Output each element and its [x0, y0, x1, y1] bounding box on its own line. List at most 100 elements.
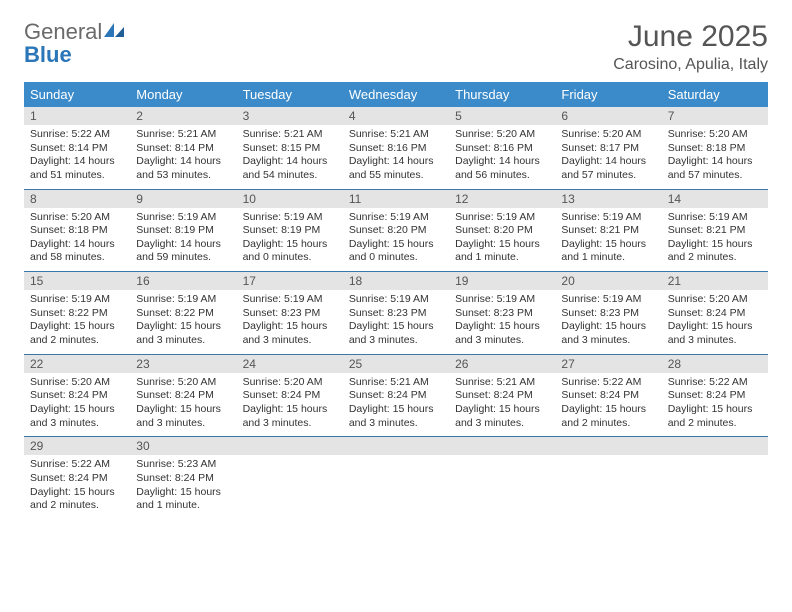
sunset-value: 8:24 PM [706, 389, 745, 401]
day-number [237, 437, 343, 455]
location: Carosino, Apulia, Italy [613, 56, 768, 74]
day-details: Sunrise: 5:19 AMSunset: 8:23 PMDaylight:… [343, 290, 449, 354]
sunset-line: Sunset: 8:19 PM [243, 224, 337, 238]
sunrise-label: Sunrise: [349, 211, 390, 223]
sunset-label: Sunset: [455, 224, 494, 236]
sunrise-label: Sunrise: [136, 128, 177, 140]
sunrise-line: Sunrise: 5:19 AM [30, 293, 124, 307]
sunrise-value: 5:19 AM [284, 293, 323, 305]
sunset-value: 8:20 PM [494, 224, 533, 236]
sunset-value: 8:23 PM [600, 307, 639, 319]
day-number [449, 437, 555, 455]
daylight-line: Daylight: 15 hours and 3 minutes. [136, 403, 230, 430]
day-details: Sunrise: 5:20 AMSunset: 8:16 PMDaylight:… [449, 125, 555, 189]
day-details: Sunrise: 5:20 AMSunset: 8:24 PMDaylight:… [130, 373, 236, 437]
sunrise-label: Sunrise: [561, 128, 602, 140]
calendar-day: 8Sunrise: 5:20 AMSunset: 8:18 PMDaylight… [24, 190, 130, 272]
day-details: Sunrise: 5:19 AMSunset: 8:23 PMDaylight:… [555, 290, 661, 354]
daylight-line: Daylight: 14 hours and 59 minutes. [136, 238, 230, 265]
day-details: Sunrise: 5:19 AMSunset: 8:23 PMDaylight:… [449, 290, 555, 354]
daylight-label: Daylight: [136, 486, 180, 498]
daylight-line: Daylight: 15 hours and 2 minutes. [30, 320, 124, 347]
day-details: Sunrise: 5:21 AMSunset: 8:15 PMDaylight:… [237, 125, 343, 189]
day-number: 23 [130, 355, 236, 373]
sunrise-value: 5:19 AM [603, 211, 642, 223]
sunrise-label: Sunrise: [30, 128, 71, 140]
sunrise-label: Sunrise: [349, 293, 390, 305]
daylight-label: Daylight: [668, 238, 712, 250]
day-number: 5 [449, 107, 555, 125]
sunset-value: 8:20 PM [387, 224, 426, 236]
sunset-label: Sunset: [243, 307, 282, 319]
calendar-day: 15 Sunrise: 5:19 AMSunset: 8:22 PMDayligh… [24, 272, 130, 354]
dow-wednesday: Wednesday [343, 82, 449, 107]
sunrise-line: Sunrise: 5:19 AM [349, 211, 443, 225]
calendar-day: 22Sunrise: 5:20 AMSunset: 8:24 PMDayligh… [24, 355, 130, 437]
sunset-line: Sunset: 8:24 PM [30, 389, 124, 403]
sunset-value: 8:16 PM [494, 142, 533, 154]
sunrise-label: Sunrise: [243, 211, 284, 223]
day-number: 22 [24, 355, 130, 373]
sunset-line: Sunset: 8:24 PM [455, 389, 549, 403]
calendar-day: 24Sunrise: 5:20 AMSunset: 8:24 PMDayligh… [237, 355, 343, 437]
sunset-value: 8:21 PM [600, 224, 639, 236]
month-title: June 2025 [613, 20, 768, 54]
sunrise-line: Sunrise: 5:19 AM [561, 293, 655, 307]
day-details: Sunrise: 5:19 AMSunset: 8:22 PMDaylight:… [130, 290, 236, 354]
sunrise-label: Sunrise: [561, 211, 602, 223]
daylight-label: Daylight: [30, 486, 74, 498]
day-number: 27 [555, 355, 661, 373]
daylight-label: Daylight: [349, 403, 393, 415]
daylight-label: Daylight: [136, 155, 180, 167]
daylight-line: Daylight: 15 hours and 3 minutes. [455, 403, 549, 430]
sunrise-label: Sunrise: [30, 211, 71, 223]
sunset-line: Sunset: 8:24 PM [349, 389, 443, 403]
sunset-label: Sunset: [136, 307, 175, 319]
calendar-week: 8Sunrise: 5:20 AMSunset: 8:18 PMDaylight… [24, 190, 768, 273]
sunrise-value: 5:20 AM [709, 293, 748, 305]
sunset-value: 8:15 PM [281, 142, 320, 154]
day-number: 3 [237, 107, 343, 125]
sunset-label: Sunset: [136, 142, 175, 154]
sunset-value: 8:22 PM [69, 307, 108, 319]
sunrise-label: Sunrise: [668, 376, 709, 388]
sunset-line: Sunset: 8:23 PM [455, 307, 549, 321]
sunrise-value: 5:22 AM [709, 376, 748, 388]
calendar-week: 1Sunrise: 5:22 AMSunset: 8:14 PMDaylight… [24, 107, 768, 190]
sunrise-label: Sunrise: [561, 293, 602, 305]
calendar-day: 21Sunrise: 5:20 AMSunset: 8:24 PMDayligh… [662, 272, 768, 354]
sunset-value: 8:17 PM [600, 142, 639, 154]
calendar-day: 12Sunrise: 5:19 AMSunset: 8:20 PMDayligh… [449, 190, 555, 272]
sunset-line: Sunset: 8:22 PM [136, 307, 230, 321]
sunset-label: Sunset: [243, 142, 282, 154]
sunrise-value: 5:20 AM [71, 211, 110, 223]
sunrise-label: Sunrise: [243, 128, 284, 140]
day-details: Sunrise: 5:19 AMSunset: 8:21 PMDaylight:… [555, 208, 661, 272]
sunset-line: Sunset: 8:24 PM [30, 472, 124, 486]
day-details: Sunrise: 5:22 AMSunset: 8:14 PMDaylight:… [24, 125, 130, 189]
day-details: Sunrise: 5:20 AMSunset: 8:24 PMDaylight:… [24, 373, 130, 437]
sunset-value: 8:19 PM [281, 224, 320, 236]
sunset-value: 8:23 PM [281, 307, 320, 319]
sunset-label: Sunset: [349, 224, 388, 236]
sunset-label: Sunset: [455, 307, 494, 319]
daylight-label: Daylight: [349, 320, 393, 332]
day-number [555, 437, 661, 455]
day-number: 15 [24, 272, 130, 290]
daylight-line: Daylight: 15 hours and 3 minutes. [30, 403, 124, 430]
logo-word-blue: Blue [24, 42, 72, 67]
sunset-line: Sunset: 8:23 PM [561, 307, 655, 321]
sunrise-line: Sunrise: 5:20 AM [668, 293, 762, 307]
day-details: Sunrise: 5:20 AMSunset: 8:17 PMDaylight:… [555, 125, 661, 189]
daylight-label: Daylight: [561, 403, 605, 415]
day-number: 29 [24, 437, 130, 455]
daylight-line: Daylight: 15 hours and 1 minute. [561, 238, 655, 265]
daylight-line: Daylight: 15 hours and 3 minutes. [349, 403, 443, 430]
sunrise-label: Sunrise: [136, 376, 177, 388]
sunset-line: Sunset: 8:22 PM [30, 307, 124, 321]
daylight-label: Daylight: [136, 403, 180, 415]
sunset-label: Sunset: [30, 389, 69, 401]
day-details: Sunrise: 5:19 AMSunset: 8:19 PMDaylight:… [130, 208, 236, 272]
sunset-value: 8:23 PM [494, 307, 533, 319]
sunset-label: Sunset: [455, 389, 494, 401]
